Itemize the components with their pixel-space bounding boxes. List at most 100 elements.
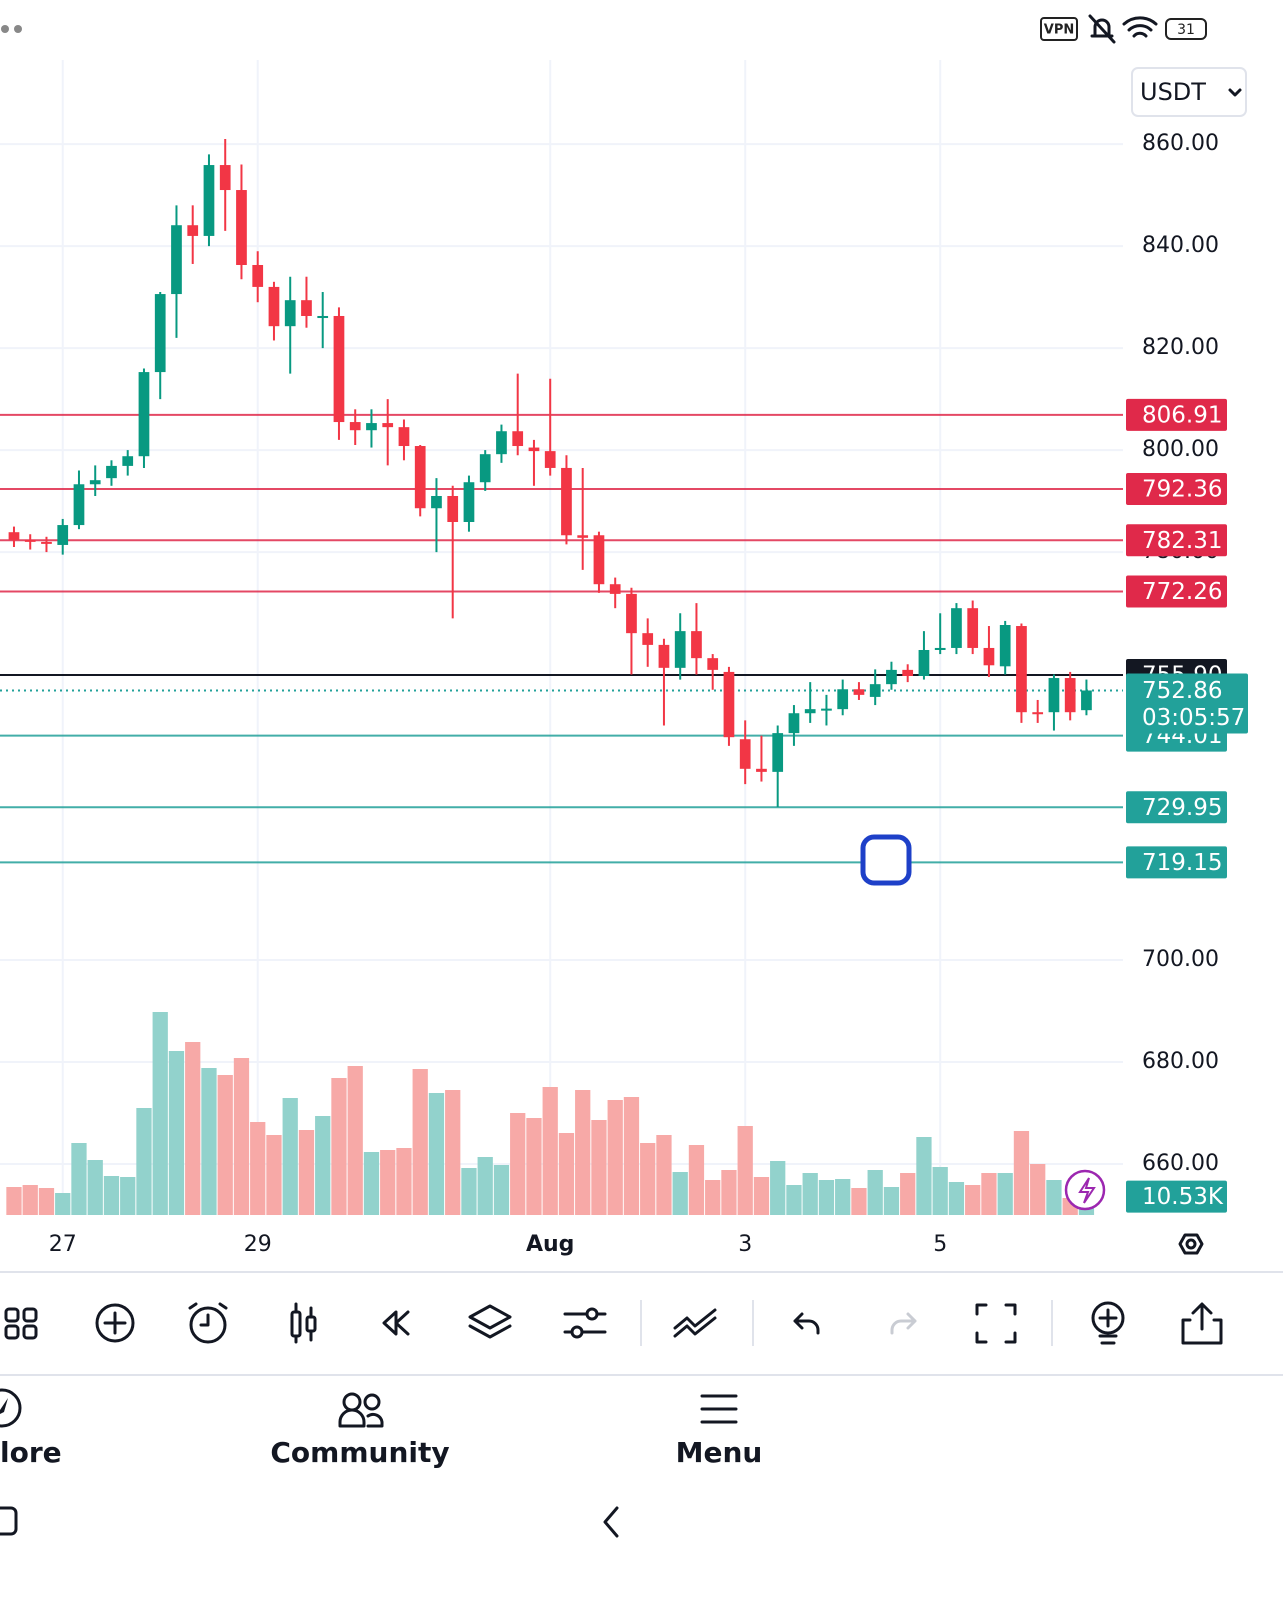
candle-body	[268, 286, 280, 327]
volume-bar	[705, 1180, 721, 1215]
candle-body	[918, 649, 930, 676]
volume-bar	[721, 1170, 737, 1215]
fullscreen-icon[interactable]	[975, 1303, 1017, 1344]
volume-bar	[233, 1058, 250, 1215]
volume-tag	[1126, 1180, 1227, 1213]
volume-bar	[656, 1135, 672, 1215]
lightning-icon[interactable]	[1078, 1177, 1096, 1204]
candle-body	[1064, 678, 1076, 713]
toolbar	[4, 1300, 1223, 1346]
currency-text[interactable]: USDT	[1140, 78, 1206, 106]
drawing-icon[interactable]	[673, 1308, 717, 1338]
chart: 2729Aug35860.00840.00820.00800.00780.007…	[0, 60, 1248, 1257]
candle-body	[219, 165, 231, 191]
volume-bar	[136, 1108, 152, 1215]
explore-icon[interactable]	[0, 1388, 22, 1428]
volume-bar	[770, 1161, 786, 1215]
menu-icon[interactable]	[700, 1394, 738, 1424]
candle-body	[1016, 626, 1027, 713]
nav-label[interactable]: lore	[0, 1436, 62, 1469]
volume-bar	[900, 1173, 916, 1215]
candle-body	[252, 264, 264, 287]
currency-select[interactable]	[1131, 67, 1247, 117]
volume-bar	[331, 1078, 347, 1215]
volume-bar	[396, 1148, 412, 1215]
add-icon[interactable]	[95, 1303, 135, 1343]
candle-body	[544, 451, 556, 468]
volume-bar	[201, 1068, 217, 1215]
volume-bar	[250, 1122, 266, 1215]
selection-handle[interactable]	[860, 834, 912, 886]
chart-type-icon[interactable]	[290, 1302, 317, 1344]
candle-body	[723, 671, 735, 738]
volume-bar	[1046, 1180, 1062, 1215]
volume-bar	[103, 1176, 120, 1215]
candle-body	[1032, 712, 1044, 715]
x-tick-label: Aug	[526, 1232, 574, 1257]
volume-bar	[1013, 1131, 1030, 1215]
volume-bar	[932, 1167, 948, 1215]
candle-body	[496, 431, 507, 455]
candle-body	[512, 431, 524, 447]
candle-body	[999, 625, 1011, 667]
volume-bar	[835, 1179, 851, 1215]
volume-bar	[802, 1173, 818, 1215]
volume-bar	[997, 1173, 1013, 1215]
volume-bar	[428, 1093, 445, 1215]
layers-icon[interactable]	[468, 1304, 512, 1339]
volume-bar	[558, 1133, 575, 1215]
y-tick-label: 700.00	[1142, 947, 1219, 972]
candle-body	[934, 647, 946, 650]
replay-icon[interactable]	[382, 1310, 410, 1336]
volume-bar	[607, 1100, 623, 1215]
nav-label[interactable]: Community	[270, 1436, 449, 1469]
candle-body	[24, 539, 36, 542]
volume-bar	[185, 1042, 201, 1215]
candle-body	[837, 689, 849, 710]
candle-body	[349, 422, 361, 431]
undo-icon[interactable]	[793, 1312, 820, 1335]
volume-bar	[71, 1143, 87, 1215]
volume-bar	[461, 1168, 477, 1215]
countdown-text: 03:05:57	[1142, 705, 1245, 731]
lightning-button[interactable]	[1064, 1169, 1106, 1211]
volume-bar	[477, 1157, 493, 1215]
candle-body	[804, 709, 816, 714]
volume-bar	[542, 1087, 558, 1215]
candle-body	[951, 608, 962, 648]
candle-body	[57, 525, 69, 545]
nav-label[interactable]: Menu	[676, 1436, 763, 1469]
indicators-icon[interactable]	[563, 1307, 607, 1339]
candle-body	[1081, 690, 1092, 711]
redo-icon[interactable]	[890, 1312, 917, 1335]
battery-text: 31	[1177, 22, 1195, 38]
volume-bar	[380, 1150, 396, 1215]
candle-body	[674, 631, 686, 668]
status-dot	[1, 25, 9, 33]
volume-bar	[22, 1185, 38, 1215]
layout-icon[interactable]	[4, 1307, 38, 1340]
system-recent[interactable]	[0, 1506, 18, 1536]
volume-bar	[851, 1188, 867, 1215]
ideas-icon[interactable]	[1091, 1301, 1125, 1345]
candle-body	[983, 647, 995, 666]
candle-body	[756, 768, 767, 772]
volume-bar	[493, 1165, 510, 1215]
level-tag-text: 719.15	[1142, 850, 1222, 876]
system-back[interactable]	[603, 1506, 619, 1538]
candle-body	[382, 423, 394, 428]
alert-icon[interactable]	[188, 1302, 228, 1344]
community-icon[interactable]	[338, 1392, 384, 1428]
vpn-text: VPN	[1044, 23, 1074, 38]
candle-body	[317, 315, 329, 319]
volume-bar	[347, 1066, 363, 1215]
volume-bar	[412, 1069, 428, 1215]
volume-bar	[818, 1180, 835, 1215]
volume-bar	[575, 1090, 591, 1215]
share-icon[interactable]	[1181, 1302, 1223, 1345]
settings-icon[interactable]	[1178, 1233, 1204, 1255]
candle-body	[593, 535, 605, 585]
chevron[interactable]	[1228, 88, 1242, 97]
volume-bar	[282, 1098, 298, 1215]
